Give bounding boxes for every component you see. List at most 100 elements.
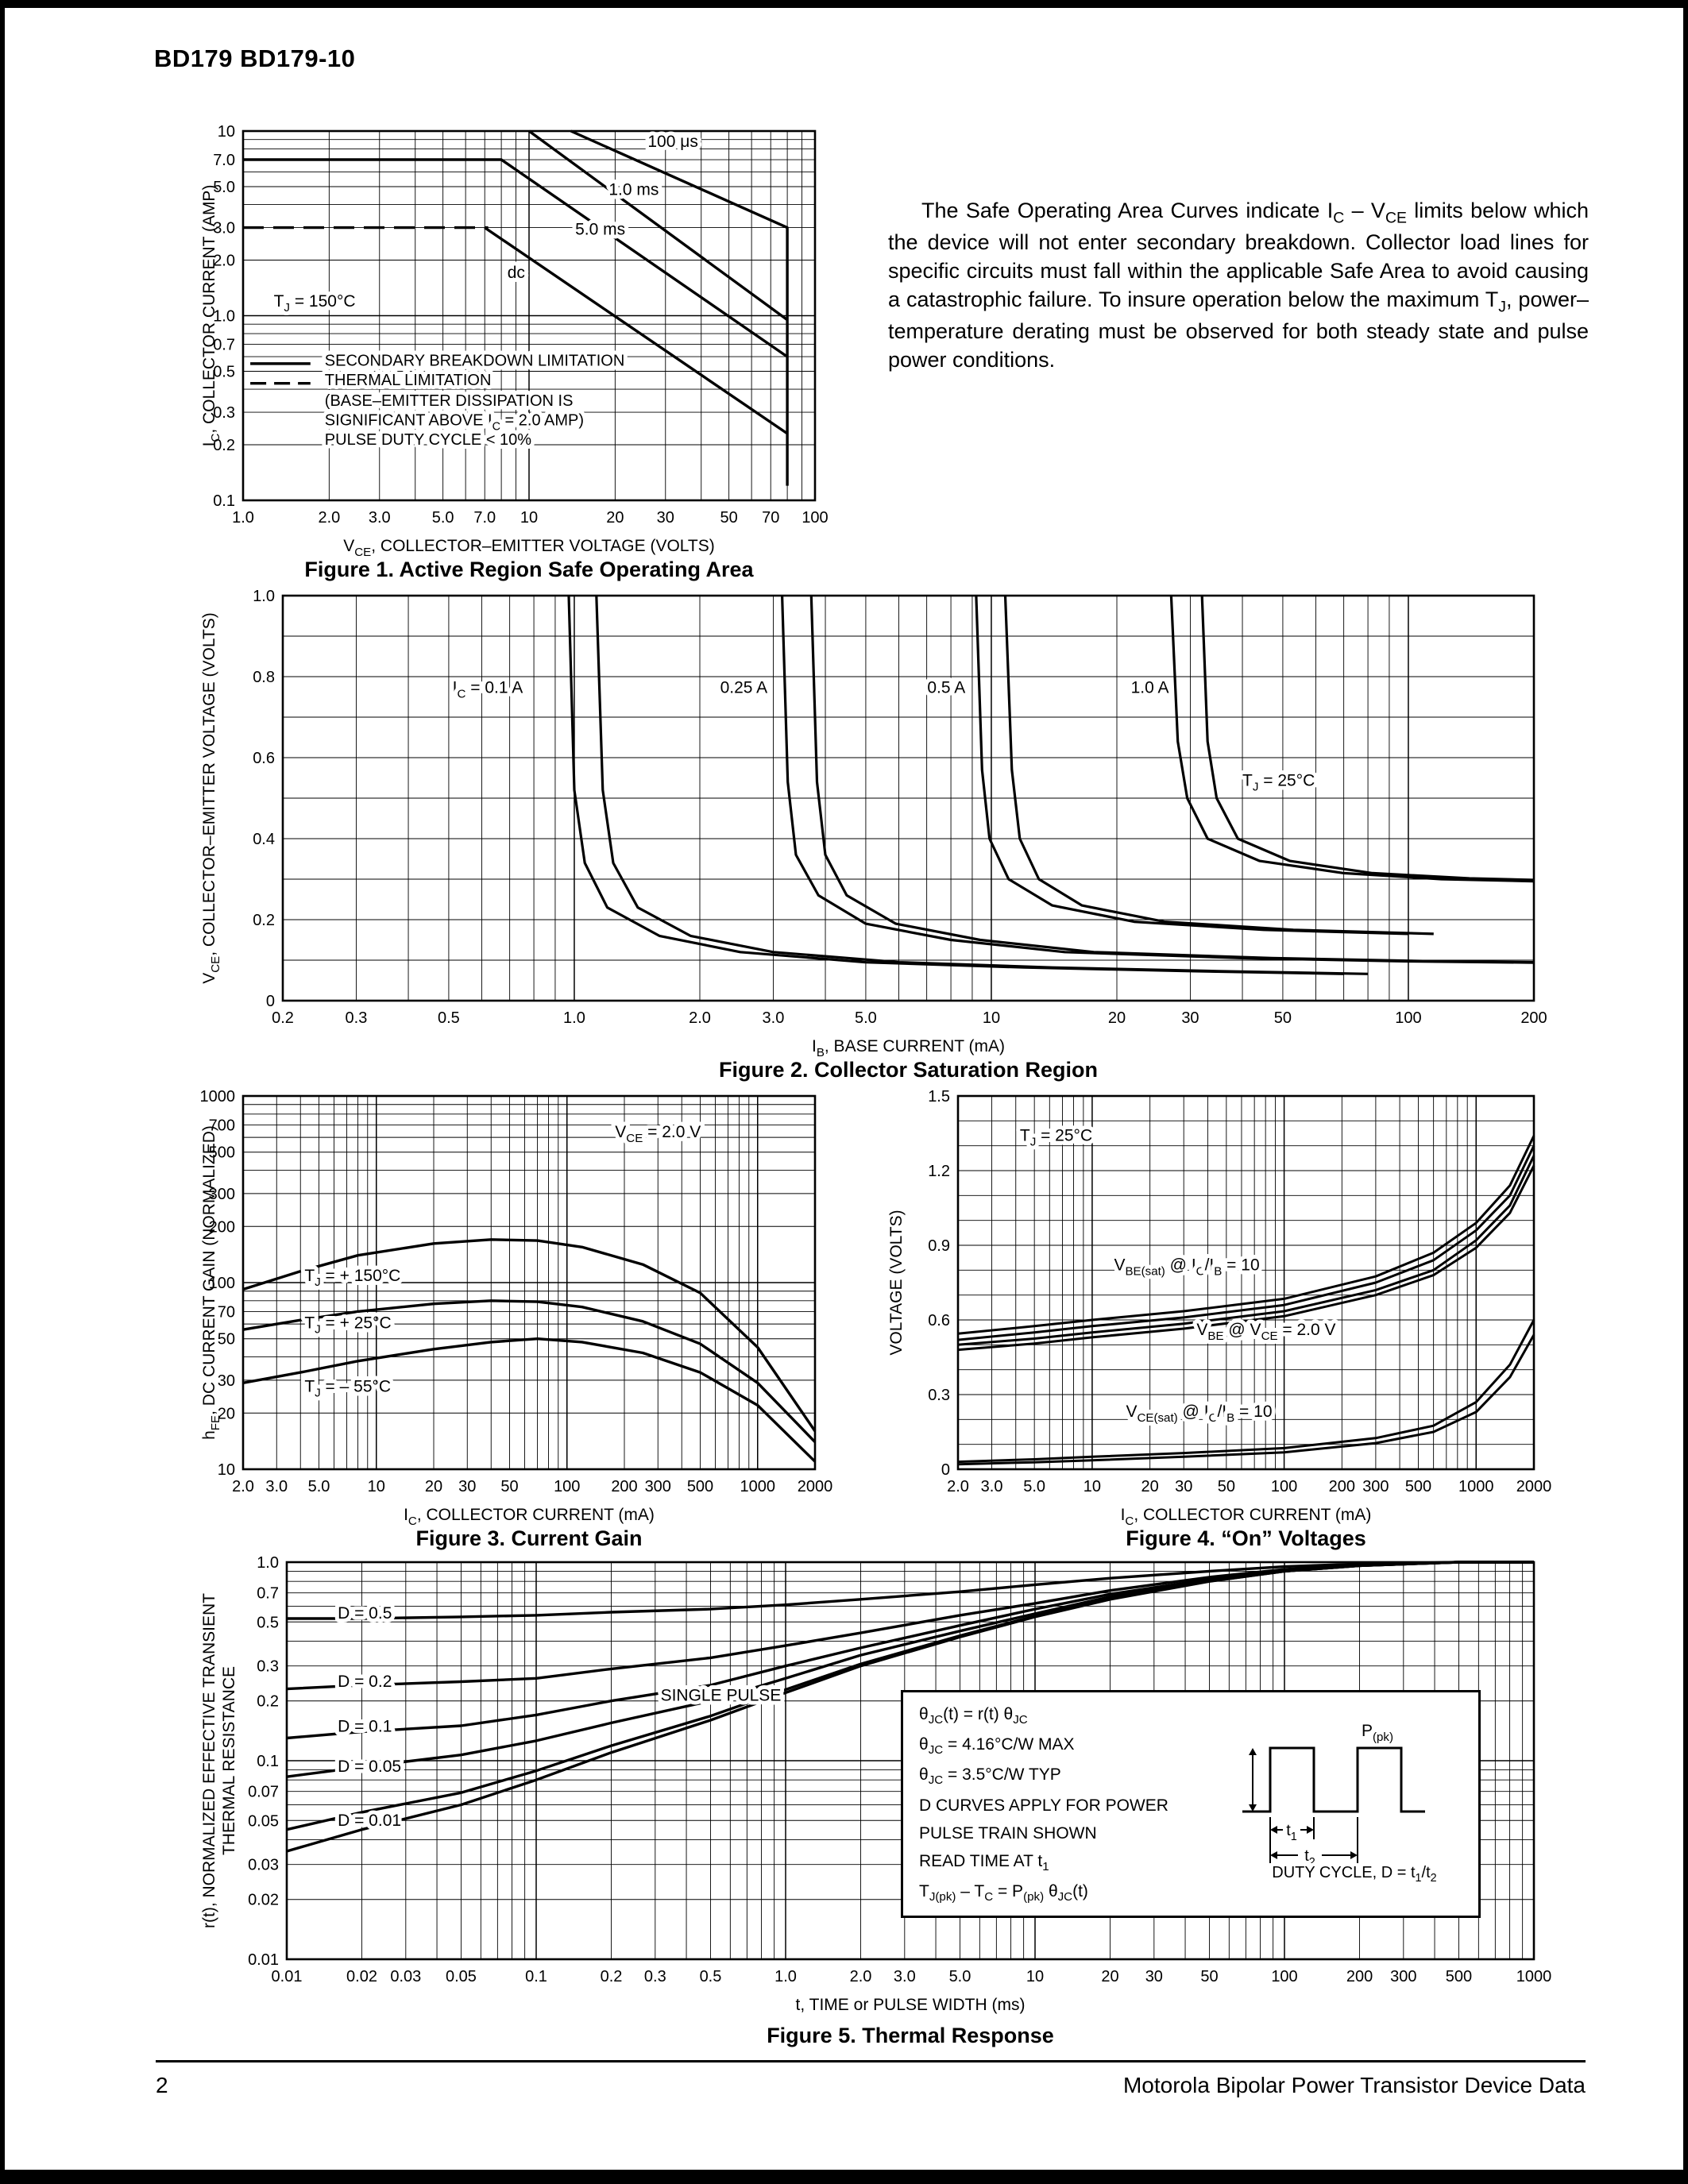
svg-text:70: 70 xyxy=(218,1303,235,1321)
svg-text:0: 0 xyxy=(941,1461,950,1479)
svg-text:200: 200 xyxy=(611,1478,637,1495)
svg-text:0.2: 0.2 xyxy=(257,1693,279,1711)
figure3-caption: Figure 3. Current Gain xyxy=(415,1526,643,1550)
svg-text:D = 0.5: D = 0.5 xyxy=(338,1604,392,1623)
svg-text:100: 100 xyxy=(802,509,828,527)
svg-text:100: 100 xyxy=(1395,1009,1421,1027)
svg-text:D = 0.01: D = 0.01 xyxy=(338,1812,401,1830)
svg-text:10: 10 xyxy=(1083,1478,1101,1495)
svg-text:0.4: 0.4 xyxy=(253,831,275,848)
svg-text:200: 200 xyxy=(209,1218,235,1236)
svg-text:700: 700 xyxy=(209,1117,235,1134)
svg-text:3.0: 3.0 xyxy=(763,1009,785,1027)
intro-paragraph: The Safe Operating Area Curves indicate … xyxy=(888,199,1590,372)
svg-text:0.03: 0.03 xyxy=(248,1857,279,1874)
svg-text:1000: 1000 xyxy=(1458,1478,1494,1495)
svg-text:1000: 1000 xyxy=(740,1478,776,1495)
svg-text:IB, BASE CURRENT (mA): IB, BASE CURRENT (mA) xyxy=(812,1037,1005,1059)
pulse-waveform-panel: P(pk) t1 t2 DUTY CYCLE, D = t1/t2 xyxy=(1230,1692,1478,1916)
svg-text:0.01: 0.01 xyxy=(272,1968,303,1985)
svg-text:20: 20 xyxy=(1108,1009,1126,1027)
figure5-caption: Figure 5. Thermal Response xyxy=(767,2024,1054,2047)
svg-text:3.0: 3.0 xyxy=(265,1478,288,1495)
svg-text:IC = 0.1 A: IC = 0.1 A xyxy=(453,678,523,700)
svg-text:0.3: 0.3 xyxy=(928,1387,950,1404)
svg-text:3.0: 3.0 xyxy=(981,1478,1003,1495)
svg-text:0.2: 0.2 xyxy=(253,912,275,929)
svg-text:100: 100 xyxy=(209,1275,235,1292)
svg-text:D = 0.05: D = 0.05 xyxy=(338,1758,401,1776)
svg-text:10: 10 xyxy=(520,509,538,527)
svg-text:TJ = 25°C: TJ = 25°C xyxy=(1242,772,1315,794)
svg-text:VCE, COLLECTOR–EMITTER VOLTAGE: VCE, COLLECTOR–EMITTER VOLTAGE (VOLTS) xyxy=(200,612,222,984)
svg-text:1.0: 1.0 xyxy=(253,588,275,605)
svg-text:200: 200 xyxy=(1520,1009,1547,1027)
svg-text:50: 50 xyxy=(218,1331,235,1349)
svg-text:TJ = 150°C: TJ = 150°C xyxy=(274,292,356,314)
svg-text:t, TIME or PULSE WIDTH (ms): t, TIME or PULSE WIDTH (ms) xyxy=(796,1996,1026,2014)
legend-line: READ TIME AT t1 xyxy=(919,1851,1049,1873)
svg-text:100: 100 xyxy=(1271,1478,1297,1495)
svg-text:0.7: 0.7 xyxy=(257,1585,279,1603)
svg-text:0: 0 xyxy=(266,993,275,1010)
svg-text:10: 10 xyxy=(218,1461,235,1479)
svg-text:dc: dc xyxy=(508,264,525,282)
svg-text:VCE, COLLECTOR–EMITTER VOLTAGE: VCE, COLLECTOR–EMITTER VOLTAGE (VOLTS) xyxy=(343,537,715,559)
svg-text:100: 100 xyxy=(554,1478,580,1495)
legend-line: TJ(pk) – TC = P(pk) θJC(t) xyxy=(919,1881,1088,1904)
svg-text:VCE(sat) @ IC/IB = 10: VCE(sat) @ IC/IB = 10 xyxy=(1126,1403,1272,1425)
svg-text:0.02: 0.02 xyxy=(346,1968,377,1985)
svg-text:20: 20 xyxy=(606,509,624,527)
svg-text:hFE, DC CURRENT GAIN (NORMALIZ: hFE, DC CURRENT GAIN (NORMALIZED) xyxy=(200,1125,222,1440)
svg-text:0.05: 0.05 xyxy=(248,1812,279,1830)
svg-text:0.3: 0.3 xyxy=(257,1658,279,1676)
svg-text:0.3: 0.3 xyxy=(346,1009,368,1027)
svg-text:5.0 ms: 5.0 ms xyxy=(575,220,625,238)
svg-text:0.6: 0.6 xyxy=(253,750,275,767)
svg-text:2.0: 2.0 xyxy=(318,509,340,527)
svg-text:TJ = 25°C: TJ = 25°C xyxy=(1020,1126,1092,1148)
svg-text:SIGNIFICANT ABOVE IC = 2.0 AMP: SIGNIFICANT ABOVE IC = 2.0 AMP) xyxy=(325,411,584,433)
svg-text:0.5: 0.5 xyxy=(213,363,235,380)
svg-text:THERMAL LIMITATION: THERMAL LIMITATION xyxy=(325,372,492,389)
svg-text:0.5: 0.5 xyxy=(700,1968,722,1985)
svg-text:IC, COLLECTOR CURRENT (AMP): IC, COLLECTOR CURRENT (AMP) xyxy=(200,185,222,447)
legend-line: θJC(t) = r(t) θJC xyxy=(919,1705,1028,1727)
svg-text:2.0: 2.0 xyxy=(947,1478,969,1495)
svg-text:3.0: 3.0 xyxy=(213,220,235,237)
svg-text:VOLTAGE (VOLTS): VOLTAGE (VOLTS) xyxy=(887,1210,906,1355)
pulse-waveform: P(pk) t1 t2 xyxy=(1242,1722,1425,1869)
legend-line: D CURVES APPLY FOR POWER xyxy=(919,1796,1168,1815)
svg-text:2.0: 2.0 xyxy=(689,1009,711,1027)
legend-line: PULSE TRAIN SHOWN xyxy=(919,1823,1097,1843)
svg-text:1000: 1000 xyxy=(200,1088,236,1106)
thermal-response-legend-box: θJC(t) = r(t) θJC θJC = 4.16°C/W MAX θJC… xyxy=(901,1690,1481,1918)
svg-text:70: 70 xyxy=(762,509,779,527)
svg-text:1.0: 1.0 xyxy=(563,1009,585,1027)
svg-text:30: 30 xyxy=(657,509,674,527)
svg-text:0.2: 0.2 xyxy=(601,1968,623,1985)
svg-text:PULSE DUTY CYCLE < 10%: PULSE DUTY CYCLE < 10% xyxy=(325,431,532,449)
svg-text:30: 30 xyxy=(218,1372,235,1390)
svg-text:20: 20 xyxy=(218,1405,235,1422)
svg-text:500: 500 xyxy=(1405,1478,1431,1495)
svg-text:2000: 2000 xyxy=(798,1478,833,1495)
svg-text:7.0: 7.0 xyxy=(473,509,496,527)
svg-text:TJ = + 25°C: TJ = + 25°C xyxy=(304,1314,391,1336)
svg-text:200: 200 xyxy=(1346,1968,1373,1985)
svg-text:0.01: 0.01 xyxy=(248,1951,279,1969)
svg-text:1.0: 1.0 xyxy=(232,509,254,527)
svg-text:0.02: 0.02 xyxy=(248,1892,279,1909)
svg-text:SINGLE PULSE: SINGLE PULSE xyxy=(661,1687,782,1705)
svg-text:300: 300 xyxy=(1390,1968,1416,1985)
svg-text:TJ = – 55°C: TJ = – 55°C xyxy=(304,1377,391,1399)
svg-text:100 μs: 100 μs xyxy=(647,133,697,151)
legend-line: θJC = 3.5°C/W TYP xyxy=(919,1765,1061,1788)
svg-text:10: 10 xyxy=(1026,1968,1044,1985)
svg-text:5.0: 5.0 xyxy=(308,1478,330,1495)
svg-text:0.3: 0.3 xyxy=(644,1968,666,1985)
svg-text:0.03: 0.03 xyxy=(390,1968,421,1985)
svg-text:30: 30 xyxy=(1181,1009,1199,1027)
svg-text:TJ = + 150°C: TJ = + 150°C xyxy=(304,1267,400,1289)
svg-text:0.1: 0.1 xyxy=(257,1753,279,1770)
